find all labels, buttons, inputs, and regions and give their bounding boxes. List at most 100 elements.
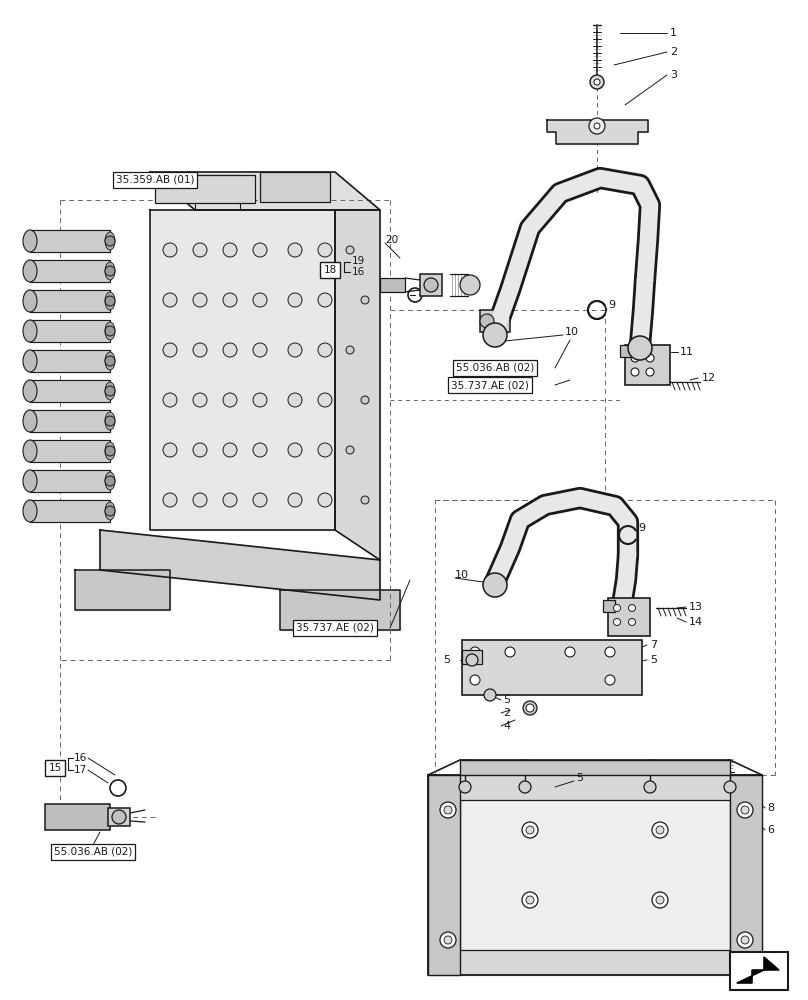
Text: 5: 5 [443,655,450,665]
Text: 16: 16 [352,267,365,277]
Circle shape [253,293,267,307]
Text: 15: 15 [48,763,61,773]
Circle shape [628,336,652,360]
Bar [462,640,642,695]
Circle shape [105,386,115,396]
Circle shape [253,243,267,257]
Polygon shape [737,957,779,983]
Circle shape [440,932,456,948]
Text: 3: 3 [670,70,677,80]
Circle shape [737,932,753,948]
Circle shape [594,79,600,85]
Circle shape [105,506,115,516]
Ellipse shape [105,502,115,520]
Circle shape [483,323,507,347]
Circle shape [644,781,656,793]
Circle shape [318,493,332,507]
Ellipse shape [23,410,37,432]
Text: 1: 1 [670,28,677,38]
Circle shape [223,493,237,507]
Bar [730,775,762,975]
Circle shape [444,936,452,944]
Text: 35.737.AE (02): 35.737.AE (02) [451,380,529,390]
Text: 5: 5 [650,655,657,665]
Bar [608,598,650,636]
Text: 2: 2 [503,708,510,718]
Bar [462,650,482,664]
Polygon shape [30,500,110,522]
Circle shape [590,75,604,89]
Circle shape [288,393,302,407]
Circle shape [565,647,575,657]
Ellipse shape [23,440,37,462]
Text: 2: 2 [670,47,677,57]
Polygon shape [30,260,110,282]
Text: 14: 14 [689,617,703,627]
Circle shape [105,236,115,246]
Bar [730,952,788,990]
Polygon shape [30,320,110,342]
Bar [155,175,255,203]
Bar [603,600,615,612]
Circle shape [163,293,177,307]
Circle shape [480,314,494,328]
Text: 6: 6 [767,825,774,835]
Polygon shape [30,440,110,462]
Circle shape [223,393,237,407]
Circle shape [470,675,480,685]
Ellipse shape [23,290,37,312]
Polygon shape [150,210,335,530]
Bar [260,172,330,202]
Bar [625,345,670,385]
Circle shape [288,343,302,357]
Circle shape [163,343,177,357]
Polygon shape [100,530,380,600]
Circle shape [594,123,600,129]
Circle shape [193,293,207,307]
Circle shape [253,393,267,407]
Circle shape [112,810,126,824]
Text: 10: 10 [455,570,469,580]
Text: 9: 9 [608,300,615,310]
Ellipse shape [105,262,115,280]
Circle shape [346,246,354,254]
Circle shape [193,493,207,507]
Text: 12: 12 [702,373,716,383]
Circle shape [105,266,115,276]
Circle shape [605,647,615,657]
Bar [460,760,730,775]
Text: 11: 11 [680,347,694,357]
Circle shape [288,443,302,457]
Circle shape [193,443,207,457]
Circle shape [724,781,736,793]
Circle shape [526,896,534,904]
Circle shape [223,293,237,307]
Polygon shape [280,590,400,630]
Circle shape [253,443,267,457]
Bar [380,278,405,292]
Text: 4: 4 [503,721,510,731]
Circle shape [193,343,207,357]
Text: 7: 7 [650,640,657,650]
Circle shape [253,493,267,507]
Circle shape [505,647,515,657]
Circle shape [523,701,537,715]
Circle shape [444,806,452,814]
Circle shape [346,446,354,454]
Text: 16: 16 [74,753,87,763]
Polygon shape [30,350,110,372]
Ellipse shape [105,382,115,400]
Ellipse shape [105,292,115,310]
Ellipse shape [105,322,115,340]
Circle shape [318,443,332,457]
Polygon shape [30,410,110,432]
Polygon shape [30,230,110,252]
Circle shape [526,704,534,712]
Circle shape [605,675,615,685]
Circle shape [163,493,177,507]
Bar [428,775,460,975]
Circle shape [223,443,237,457]
Circle shape [163,443,177,457]
Text: 17: 17 [74,765,87,775]
Circle shape [361,496,369,504]
